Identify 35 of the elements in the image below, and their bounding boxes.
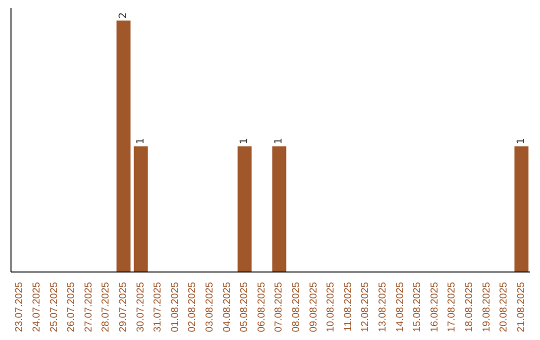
data-label: 1 bbox=[135, 138, 146, 144]
x-tick-label: 23.07.2025 bbox=[14, 282, 26, 332]
x-tick-label: 07.08.2025 bbox=[274, 282, 285, 332]
x-tick-label: 27.07.2025 bbox=[83, 282, 94, 332]
x-tick-label: 01.08.2025 bbox=[170, 282, 181, 332]
x-tick-label: 03.08.2025 bbox=[204, 282, 216, 332]
x-tick-label: 18.08.2025 bbox=[464, 282, 475, 332]
data-label: 1 bbox=[239, 138, 250, 144]
x-tick-label: 31.07.2025 bbox=[152, 282, 164, 332]
x-tick-label: 19.08.2025 bbox=[481, 282, 492, 332]
x-tick-label: 09.08.2025 bbox=[308, 282, 320, 332]
x-tick-label: 24.07.2025 bbox=[31, 282, 42, 332]
x-tick-label: 21.08.2025 bbox=[516, 282, 527, 332]
x-tick-label: 20.08.2025 bbox=[498, 282, 510, 332]
x-tick-label: 17.08.2025 bbox=[446, 282, 458, 332]
data-label: 1 bbox=[274, 138, 285, 144]
data-label: 2 bbox=[118, 12, 130, 19]
x-tick-label: 08.08.2025 bbox=[290, 282, 302, 332]
x-tick-label: 04.08.2025 bbox=[222, 282, 233, 332]
data-label: 1 bbox=[516, 138, 527, 144]
x-tick-label: 28.07.2025 bbox=[100, 282, 112, 332]
x-tick-label: 25.07.2025 bbox=[48, 282, 60, 332]
x-tick-label: 16.08.2025 bbox=[429, 282, 440, 332]
x-tick-label: 29.07.2025 bbox=[118, 282, 129, 332]
x-tick-label: 15.08.2025 bbox=[412, 282, 424, 332]
x-tick-label: 13.08.2025 bbox=[377, 282, 388, 332]
x-tick-label: 14.08.2025 bbox=[394, 282, 406, 332]
x-tick-label: 10.08.2025 bbox=[326, 282, 337, 332]
x-tick-label: 06.08.2025 bbox=[256, 282, 268, 332]
x-tick-label: 30.07.2025 bbox=[135, 282, 146, 332]
x-tick-label: 11.08.2025 bbox=[342, 282, 354, 332]
x-tick-label: 02.08.2025 bbox=[187, 282, 198, 332]
x-tick-label: 26.07.2025 bbox=[66, 282, 78, 332]
x-tick-label: 12.08.2025 bbox=[360, 282, 372, 332]
x-tick-label: 05.08.2025 bbox=[239, 282, 250, 332]
